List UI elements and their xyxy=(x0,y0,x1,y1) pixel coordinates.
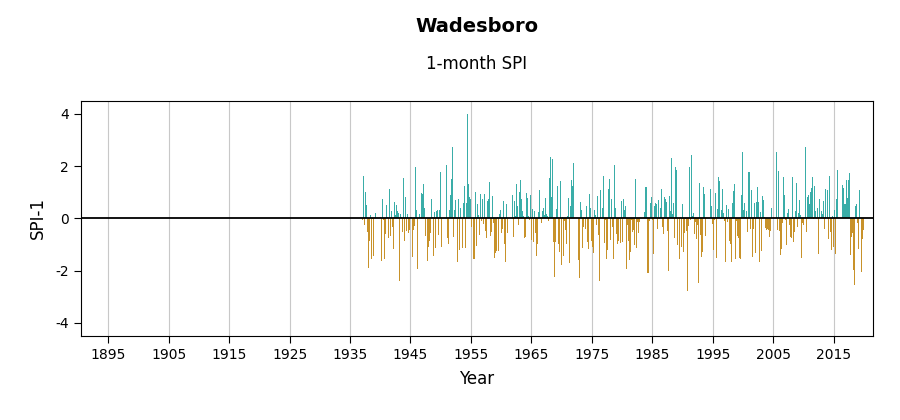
Y-axis label: SPI-1: SPI-1 xyxy=(29,197,47,239)
X-axis label: Year: Year xyxy=(459,370,495,388)
Text: Wadesboro: Wadesboro xyxy=(416,17,538,36)
Text: 1-month SPI: 1-month SPI xyxy=(427,55,527,73)
